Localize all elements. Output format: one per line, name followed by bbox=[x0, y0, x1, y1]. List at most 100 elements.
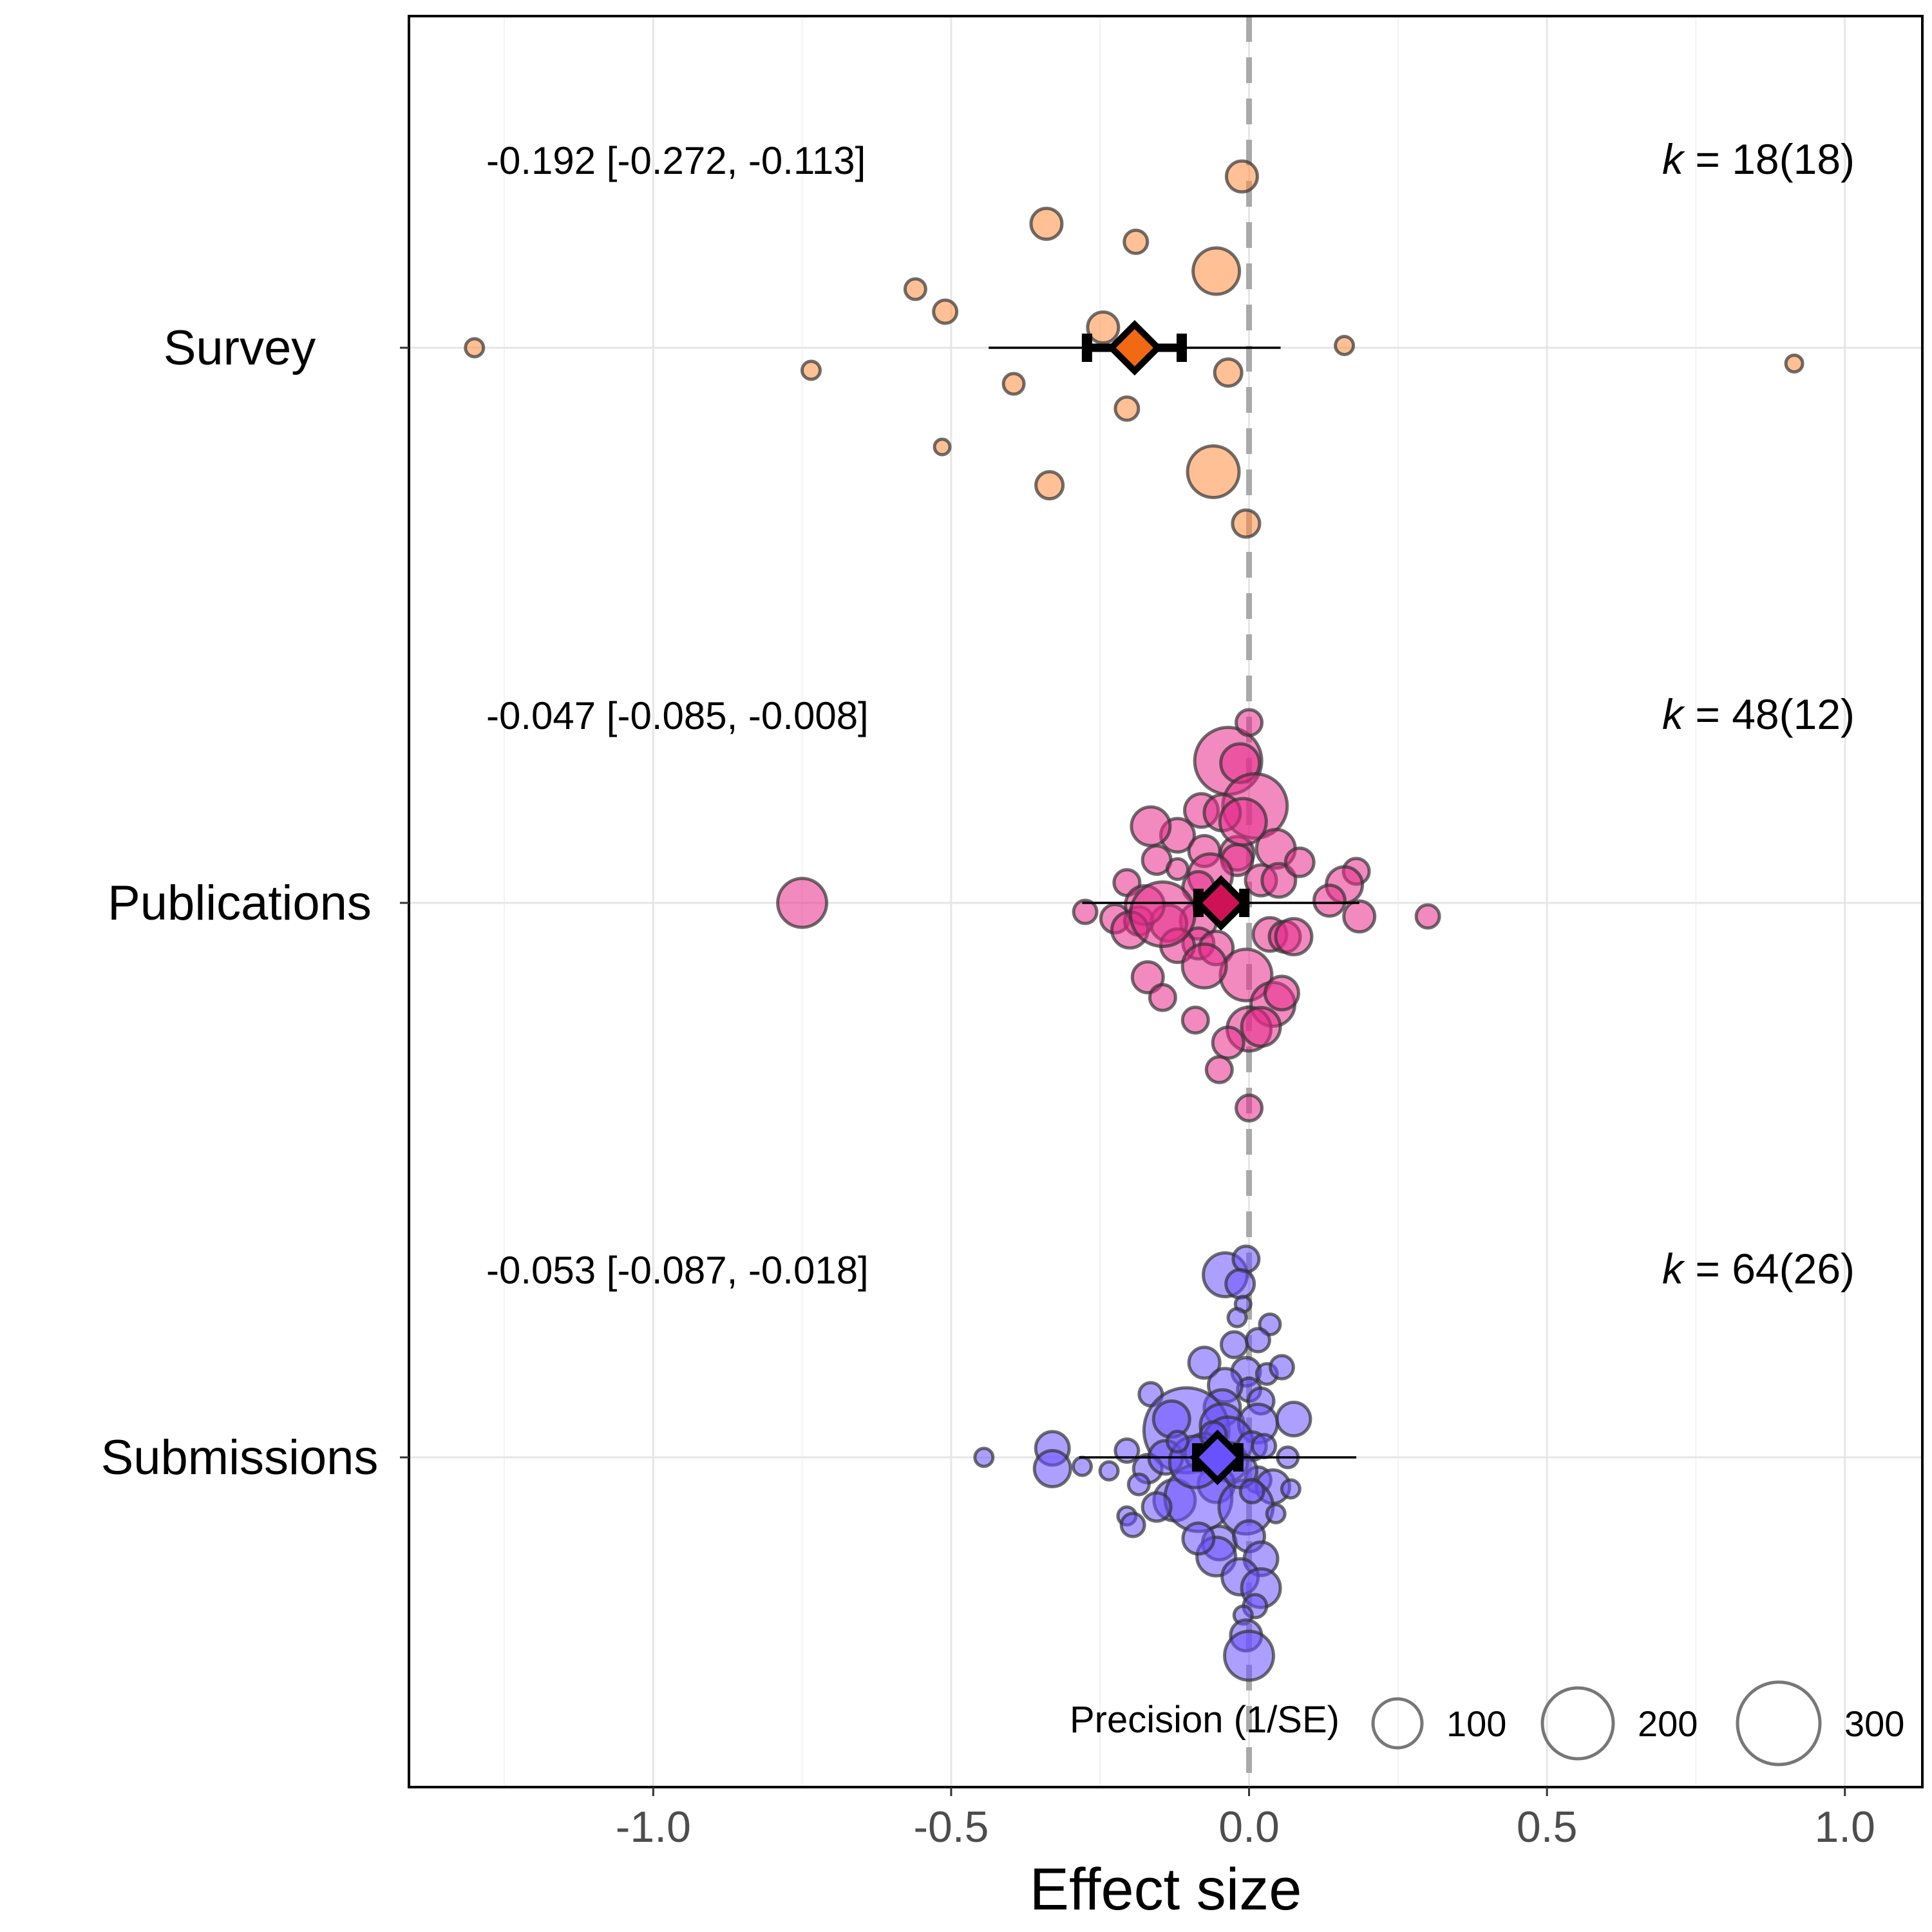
legend-size-label: 100 bbox=[1446, 1703, 1506, 1744]
publications-study-point bbox=[1342, 899, 1377, 934]
publications-study-point bbox=[1240, 1006, 1282, 1048]
publications-k-label: k = 48(12) bbox=[1662, 690, 1855, 738]
publications-study-point bbox=[1128, 880, 1197, 948]
publications-study-point bbox=[1274, 917, 1314, 956]
submissions-pooled-estimate-diamond bbox=[1189, 1429, 1245, 1486]
publications-study-point bbox=[1235, 708, 1264, 737]
submissions-study-point bbox=[1187, 1345, 1222, 1380]
publications-study-point bbox=[1283, 846, 1316, 878]
submissions-study-point bbox=[973, 1446, 995, 1468]
survey-study-point bbox=[464, 337, 486, 359]
survey-study-point bbox=[1001, 372, 1026, 396]
publications-k-value: = 48(12) bbox=[1683, 690, 1855, 738]
publications-study-point bbox=[1204, 1055, 1234, 1084]
submissions-study-point bbox=[1032, 1449, 1072, 1488]
survey-study-point bbox=[1191, 246, 1242, 296]
submissions-study-point bbox=[1223, 1629, 1276, 1682]
survey-study-point bbox=[1213, 357, 1244, 388]
publications-study-point bbox=[1180, 1005, 1210, 1035]
survey-study-point bbox=[1086, 310, 1121, 345]
x-tick-label: -0.5 bbox=[913, 1803, 989, 1852]
publications-study-point bbox=[1211, 1025, 1245, 1060]
submissions-study-point bbox=[1268, 1354, 1295, 1381]
legend-size-label: 200 bbox=[1638, 1703, 1698, 1744]
survey-study-point bbox=[933, 437, 952, 457]
submissions-estimate-annotation: -0.053 [-0.087, -0.018] bbox=[486, 1249, 869, 1292]
submissions-study-point bbox=[1119, 1511, 1146, 1539]
survey-study-point bbox=[1034, 470, 1065, 500]
survey-study-point bbox=[1231, 508, 1262, 539]
survey-k-label: k = 18(18) bbox=[1662, 135, 1855, 183]
submissions-study-point bbox=[1244, 1327, 1271, 1354]
submissions-study-point bbox=[1275, 1401, 1312, 1437]
plot-panel-border bbox=[408, 15, 1924, 1788]
x-tick-label: 1.0 bbox=[1814, 1803, 1875, 1852]
x-tick-label: -1.0 bbox=[616, 1803, 691, 1852]
x-tick-label: 0.0 bbox=[1218, 1803, 1280, 1852]
submissions-k-symbol: k bbox=[1662, 1245, 1685, 1293]
survey-study-point bbox=[1334, 335, 1356, 356]
x-axis-title: Effect size bbox=[1030, 1857, 1302, 1922]
y-tick-label-submissions: Submissions bbox=[101, 1430, 379, 1485]
submissions-study-point bbox=[1141, 1491, 1173, 1523]
survey-study-point bbox=[1784, 354, 1804, 374]
points-layer bbox=[464, 159, 1804, 1682]
y-axis: Survey Publications Submissions bbox=[101, 321, 409, 1485]
survey-study-point bbox=[1113, 395, 1141, 422]
submissions-study-point bbox=[1113, 1437, 1141, 1464]
summary-layer bbox=[989, 319, 1359, 1486]
publications-study-point bbox=[1166, 857, 1190, 881]
survey-pooled-estimate-diamond bbox=[1106, 319, 1162, 376]
survey-study-point bbox=[800, 359, 822, 381]
survey-study-point bbox=[1186, 444, 1241, 499]
legend-size-circle bbox=[1736, 1680, 1822, 1766]
submissions-study-point bbox=[1126, 1472, 1151, 1497]
submissions-study-point bbox=[1238, 1478, 1265, 1504]
publications-pooled-estimate-diamond bbox=[1193, 875, 1249, 931]
survey-k-symbol: k bbox=[1662, 135, 1685, 183]
submissions-study-point bbox=[1231, 1244, 1261, 1274]
submissions-study-point bbox=[1251, 1433, 1278, 1459]
submissions-study-point bbox=[1181, 1521, 1216, 1556]
x-tick-label: 0.5 bbox=[1517, 1803, 1578, 1852]
submissions-study-point bbox=[1071, 1455, 1093, 1477]
submissions-study-point bbox=[1265, 1503, 1287, 1524]
submissions-study-point bbox=[1166, 1430, 1190, 1454]
survey-study-point bbox=[932, 298, 959, 325]
publications-study-point bbox=[1414, 903, 1441, 930]
legend-size-circle bbox=[1540, 1686, 1615, 1761]
survey-study-point bbox=[1224, 159, 1259, 194]
publications-study-point bbox=[1218, 797, 1268, 847]
publications-study-point bbox=[1180, 942, 1228, 990]
submissions-study-point bbox=[1280, 1478, 1302, 1500]
submissions-study-point bbox=[1219, 1330, 1249, 1359]
submissions-k-value: = 64(26) bbox=[1683, 1245, 1855, 1293]
y-tick-label-survey: Survey bbox=[164, 321, 316, 375]
submissions-study-point bbox=[1098, 1460, 1120, 1482]
survey-study-point bbox=[903, 277, 927, 301]
survey-study-point bbox=[1122, 229, 1150, 255]
publications-study-point bbox=[1235, 1094, 1264, 1122]
legend: Precision (1/SE) 100 200 300 bbox=[1070, 1680, 1904, 1766]
legend-title: Precision (1/SE) bbox=[1070, 1699, 1340, 1741]
survey-estimate-annotation: -0.192 [-0.272, -0.113] bbox=[486, 139, 866, 182]
publications-study-point bbox=[1072, 898, 1099, 925]
publications-study-point bbox=[1260, 862, 1298, 899]
legend-size-label: 300 bbox=[1844, 1703, 1904, 1744]
survey-study-point bbox=[1029, 207, 1064, 241]
y-tick-label-publications: Publications bbox=[108, 876, 372, 931]
annotation-layer: -0.192 [-0.272, -0.113] k = 18(18) -0.047 … bbox=[486, 135, 1855, 1293]
publications-study-point bbox=[1312, 884, 1347, 918]
publications-study-point bbox=[1263, 974, 1300, 1012]
publications-study-point bbox=[776, 876, 829, 929]
legend-size-circle bbox=[1371, 1697, 1424, 1750]
survey-k-value: = 18(18) bbox=[1683, 135, 1855, 183]
x-axis: -1.0 -0.5 0.0 0.5 1.0 bbox=[616, 1787, 1875, 1852]
submissions-k-label: k = 64(26) bbox=[1662, 1245, 1855, 1293]
publications-study-point bbox=[1130, 805, 1172, 848]
publications-estimate-annotation: -0.047 [-0.085, -0.008] bbox=[486, 694, 869, 737]
submissions-study-point bbox=[1226, 1307, 1248, 1329]
publications-study-point bbox=[1148, 983, 1177, 1012]
publications-k-symbol: k bbox=[1662, 690, 1685, 738]
